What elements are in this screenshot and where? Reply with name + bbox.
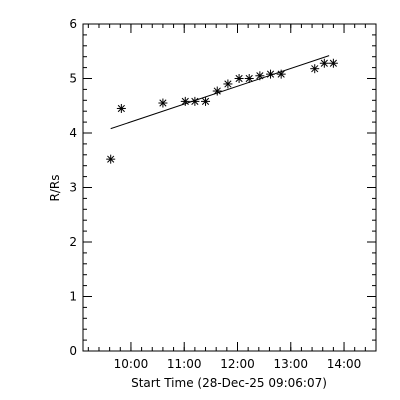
- fit-line: [110, 55, 330, 130]
- y-tick-label: 5: [69, 72, 77, 86]
- data-point-asterisk: [310, 64, 320, 74]
- data-point-asterisk: [255, 71, 265, 81]
- x-axis-label: Start Time (28-Dec-25 09:06:07): [131, 376, 327, 390]
- x-tick-label: 10:00: [114, 357, 149, 371]
- fit-line-segment: [110, 55, 330, 130]
- data-point-asterisk: [212, 86, 222, 96]
- x-axis-ticks: 10:00 11:00 12:00 13:00 14:00: [114, 24, 362, 371]
- data-point-asterisk: [201, 96, 211, 106]
- y-tick-label: 1: [69, 290, 77, 304]
- data-point-asterisk: [106, 154, 116, 164]
- x-tick-label: 11:00: [167, 357, 202, 371]
- data-point-asterisk: [276, 69, 286, 79]
- data-point-asterisk: [116, 103, 126, 113]
- minor-ticks: [83, 23, 377, 352]
- data-point-asterisk: [223, 79, 233, 89]
- data-points: [106, 58, 338, 164]
- y-axis-ticks: 0 1 2 3 4 5 6: [69, 17, 376, 358]
- x-tick-label: 14:00: [327, 357, 362, 371]
- data-point-asterisk: [158, 98, 168, 108]
- y-tick-label: 6: [69, 17, 77, 31]
- data-point-asterisk: [190, 96, 200, 106]
- data-point-asterisk: [234, 74, 244, 83]
- data-point-asterisk: [266, 69, 276, 79]
- data-point-asterisk: [180, 96, 190, 106]
- data-point-asterisk: [244, 74, 254, 83]
- x-tick-label: 13:00: [273, 357, 308, 371]
- data-point-asterisk: [319, 58, 329, 68]
- y-tick-label: 4: [69, 126, 77, 140]
- y-tick-label: 3: [69, 181, 77, 195]
- data-point-asterisk: [328, 58, 338, 68]
- y-tick-label: 0: [69, 344, 77, 358]
- y-axis-label: R/Rs: [48, 175, 62, 202]
- x-tick-label: 12:00: [220, 357, 255, 371]
- y-tick-label: 2: [69, 235, 77, 249]
- plot-frame: [82, 23, 377, 352]
